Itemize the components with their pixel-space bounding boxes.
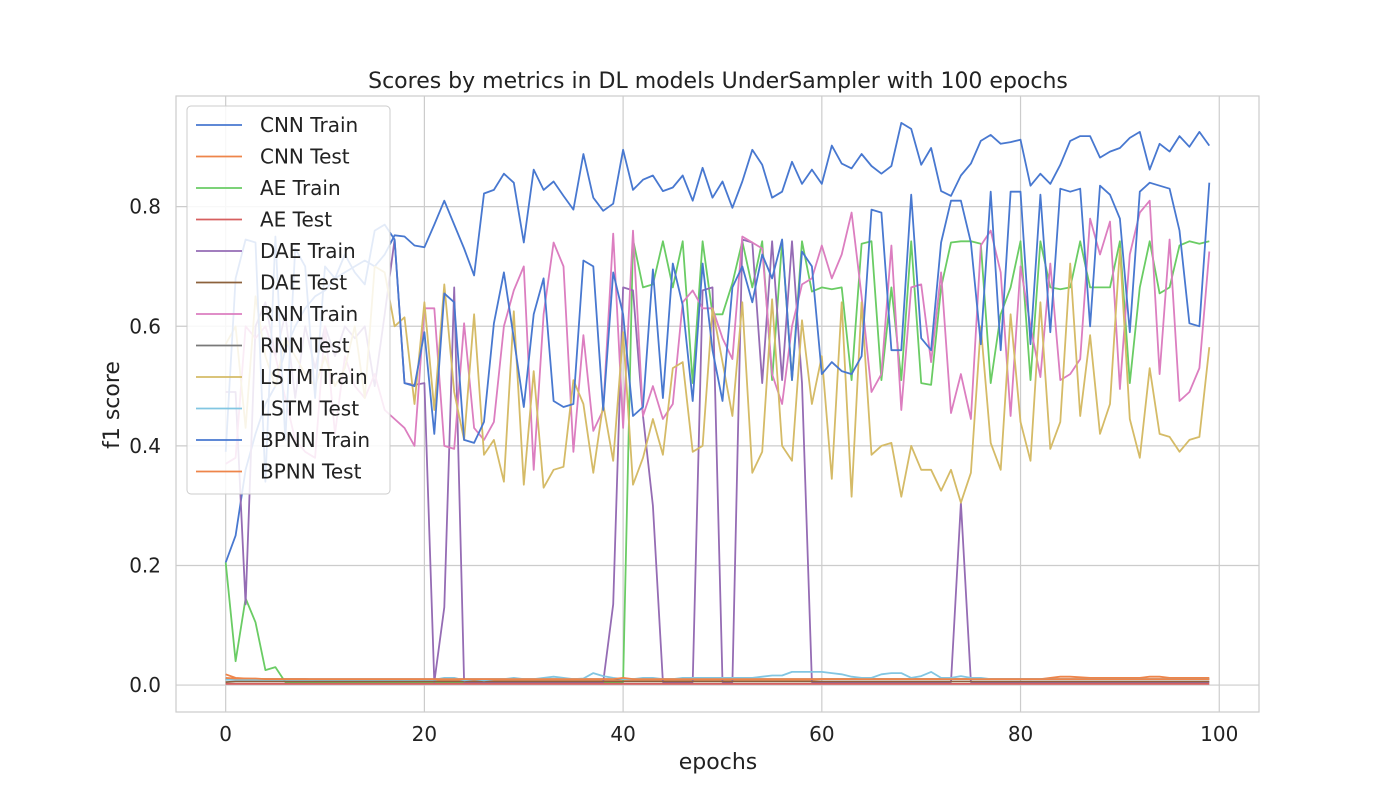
chart-title: Scores by metrics in DL models UnderSamp…	[368, 69, 1068, 94]
legend-box	[186, 105, 391, 495]
legend-label-cnn-test: CNN Test	[260, 145, 350, 169]
y-tick-label: 0.0	[129, 673, 161, 697]
y-tick-label: 0.8	[129, 195, 161, 219]
x-tick-label: 60	[809, 722, 834, 746]
x-tick-label: 100	[1200, 722, 1238, 746]
legend-label-dae-train: DAE Train	[260, 239, 356, 263]
legend-label-rnn-train: RNN Train	[260, 302, 358, 326]
x-tick-label: 20	[412, 722, 437, 746]
x-tick-label: 40	[610, 722, 635, 746]
y-tick-label: 0.4	[129, 434, 161, 458]
legend-label-bpnn-test: BPNN Test	[260, 460, 362, 484]
legend-label-dae-test: DAE Test	[260, 271, 347, 295]
y-tick-label: 0.2	[129, 553, 161, 577]
x-tick-label: 0	[219, 722, 232, 746]
legend-label-rnn-test: RNN Test	[260, 334, 350, 358]
legend-label-lstm-test: LSTM Test	[260, 397, 359, 421]
y-tick-label: 0.6	[129, 314, 161, 338]
x-axis-title: epochs	[679, 750, 757, 775]
legend-label-bpnn-train: BPNN Train	[260, 428, 370, 452]
x-tick-label: 80	[1008, 722, 1033, 746]
y-axis-ticks: 0.0 0.2 0.4 0.6 0.8	[129, 195, 161, 697]
x-axis-ticks: 0 20 40 60 80 100	[219, 722, 1238, 746]
legend-label-ae-train: AE Train	[260, 176, 341, 200]
series-line-bpnn-test	[225, 677, 1210, 680]
series-line-dae-test	[225, 680, 1210, 683]
legend-label-cnn-train: CNN Train	[260, 113, 358, 137]
legend: CNN Train CNN Test AE Train AE Test DAE Trai…	[186, 105, 391, 495]
legend-label-lstm-train: LSTM Train	[260, 365, 368, 389]
legend-label-ae-test: AE Test	[260, 208, 332, 232]
y-axis-title: f1 score	[100, 361, 125, 449]
plot-area-frame	[175, 95, 1260, 713]
